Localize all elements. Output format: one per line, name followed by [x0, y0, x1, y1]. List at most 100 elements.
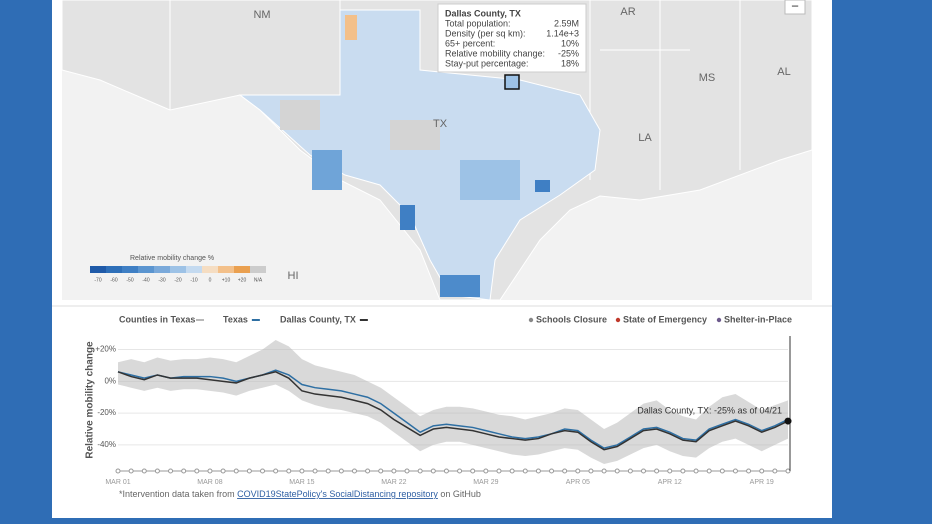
- timeline-dot: [154, 468, 160, 474]
- timeline-dot: [772, 468, 778, 474]
- x-tick-label: APR 19: [750, 479, 774, 486]
- event-label: Schools Closure: [536, 314, 607, 324]
- timeline-dot: [141, 468, 147, 474]
- timeline-dot: [378, 468, 384, 474]
- x-tick-label: MAR 01: [105, 479, 130, 486]
- legend-tick: 0: [209, 277, 212, 283]
- timeline-dot: [575, 468, 581, 474]
- tooltip-label: Density (per sq km):: [445, 28, 526, 38]
- legend-tick: -20: [174, 277, 181, 283]
- map-legend: Relative mobility change % -70 -60 -50 -40 -…: [90, 255, 266, 283]
- legend-label: Dallas County, TX: [280, 314, 356, 324]
- legend-tick: N/A: [254, 277, 263, 283]
- timeline-dot: [562, 468, 568, 474]
- legend-tick: -10: [190, 277, 197, 283]
- legend-label: Texas: [223, 314, 248, 324]
- timeline-dot: [260, 468, 266, 474]
- legend-swatch: [202, 266, 218, 273]
- footnote-before: *Intervention data taken from: [119, 489, 237, 499]
- tooltip-title: Dallas County, TX: [445, 8, 521, 18]
- legend-tick: -40: [142, 277, 149, 283]
- map-label: AL: [777, 66, 790, 78]
- counties: [280, 15, 550, 297]
- timeline-dot: [286, 468, 292, 474]
- timeline-dot: [351, 468, 357, 474]
- timeline-dot: [496, 468, 502, 474]
- timeline-dot: [207, 468, 213, 474]
- legend-swatch: [250, 266, 266, 273]
- map-label: MS: [699, 72, 716, 84]
- event-label: Shelter-in-Place: [724, 314, 792, 324]
- footnote: *Intervention data taken from COVID19Sta…: [119, 489, 481, 499]
- timeline-dot: [640, 468, 646, 474]
- tooltip: Dallas County, TX Total population: 2.59M…: [437, 3, 587, 73]
- tooltip-label: Stay-put percentage:: [445, 58, 529, 68]
- end-point: [784, 417, 792, 425]
- timeline-dot: [654, 468, 660, 474]
- x-tick-label: MAR 15: [289, 479, 314, 486]
- legend-tick: -50: [126, 277, 133, 283]
- y-tick-label: -20%: [97, 408, 116, 417]
- timeline-dot: [732, 468, 738, 474]
- timeline-dot: [680, 468, 686, 474]
- timeline-dot: [181, 468, 187, 474]
- timeline-dot: [115, 468, 121, 474]
- timeline-dot: [759, 468, 765, 474]
- timeline-dot: [194, 468, 200, 474]
- timeline-dot: [667, 468, 673, 474]
- timeline-dot: [549, 468, 555, 474]
- legend-tick: +20: [238, 277, 247, 283]
- legend-swatch: [186, 266, 202, 273]
- tooltip-value: 1.14e+3: [546, 28, 579, 38]
- timeline-dot: [588, 468, 594, 474]
- series-line: [117, 371, 789, 451]
- series-line: [117, 369, 789, 449]
- timeline-dot: [325, 468, 331, 474]
- timeline-dot: [627, 468, 633, 474]
- timeline-dot: [601, 468, 607, 474]
- legend-swatch: [218, 266, 234, 273]
- timeline-dot: [417, 468, 423, 474]
- y-tick-label: 0%: [104, 376, 116, 385]
- legend-swatch: [138, 266, 154, 273]
- map-label: NM: [253, 9, 270, 21]
- timeline-dot: [233, 468, 239, 474]
- x-tick-label: APR 12: [658, 479, 682, 486]
- event-label: State of Emergency: [623, 314, 707, 324]
- zoom-label[interactable]: −: [791, 0, 799, 13]
- legend-swatch: [234, 266, 250, 273]
- zoom-button[interactable]: [784, 0, 806, 15]
- timeline-dot: [246, 468, 252, 474]
- timeline-dot: [365, 468, 371, 474]
- timeline-dot: [706, 468, 712, 474]
- footnote-link[interactable]: COVID19StatePolicy's SocialDistancing re…: [237, 489, 438, 499]
- timeline-dot: [443, 468, 449, 474]
- map-label: HI: [288, 270, 299, 282]
- y-axis-label: Relative mobility change: [85, 341, 96, 459]
- x-tick-label: APR 05: [566, 479, 590, 486]
- map-label: AR: [620, 6, 635, 18]
- footnote-after: on GitHub: [438, 489, 481, 499]
- timeline-dot: [128, 468, 134, 474]
- event-dot: [528, 317, 534, 323]
- x-tick-label: MAR 08: [197, 479, 222, 486]
- tooltip-label: Relative mobility change:: [445, 48, 545, 58]
- y-tick-label: +20%: [95, 345, 116, 354]
- timeline-dot: [535, 468, 541, 474]
- tooltip-value: 18%: [561, 58, 579, 68]
- tooltip-label: 65+ percent:: [445, 38, 495, 48]
- timeline-dot: [785, 468, 791, 474]
- legend-tick: -30: [158, 277, 165, 283]
- tooltip-value: -25%: [558, 48, 579, 58]
- counties-band: [118, 340, 788, 464]
- legend-title: Relative mobility change %: [130, 255, 214, 262]
- legend-tick: -60: [110, 277, 117, 283]
- timeline-dot: [614, 468, 620, 474]
- timeline-dot: [404, 468, 410, 474]
- timeline-dot: [430, 468, 436, 474]
- legend-tick: +10: [222, 277, 231, 283]
- timeline-dot: [522, 468, 528, 474]
- timeline-dot: [693, 468, 699, 474]
